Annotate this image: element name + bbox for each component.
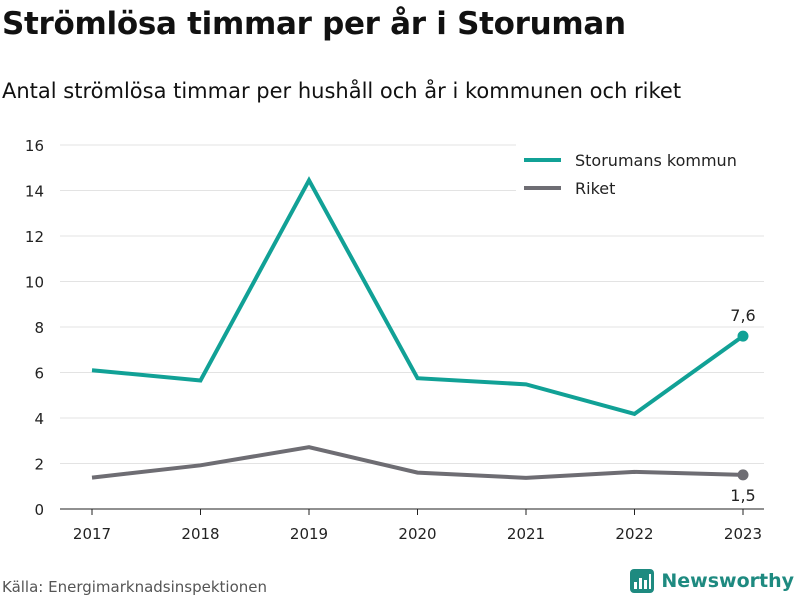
x-tick-label: 2022 — [615, 525, 653, 543]
series-line-1 — [91, 445, 744, 480]
x-tick-label: 2021 — [507, 525, 545, 543]
y-tick-label: 12 — [25, 228, 44, 246]
chart-subtitle: Antal strömlösa timmar per hushåll och å… — [2, 79, 682, 103]
newsworthy-logo-icon — [630, 569, 655, 593]
x-tick-label: 2018 — [181, 525, 219, 543]
x-tick-label: 2023 — [724, 525, 762, 543]
brand-name: Newsworthy — [661, 570, 794, 592]
legend-background — [516, 140, 766, 200]
legend-label: Riket — [575, 179, 615, 198]
end-labels: 7,6 1,5 — [730, 306, 755, 505]
end-value-label: 1,5 — [730, 486, 755, 505]
series-end-point-0 — [737, 330, 749, 342]
series-end-point-1 — [737, 469, 749, 481]
x-tick-label: 2019 — [290, 525, 328, 543]
series-line-0 — [91, 176, 745, 417]
y-tick-label: 10 — [25, 274, 44, 292]
y-tick-label: 6 — [34, 365, 44, 383]
legend-label: Storumans kommun — [575, 151, 737, 170]
y-tick-label: 16 — [25, 137, 44, 155]
x-tick-label: 2020 — [398, 525, 436, 543]
y-tick-label: 4 — [34, 410, 44, 428]
end-value-label: 7,6 — [730, 306, 755, 325]
y-axis: 0 2 4 6 8 10 12 14 16 — [25, 137, 44, 519]
series-lines — [91, 176, 749, 481]
legend: Storumans kommun Riket — [516, 140, 766, 200]
y-tick-label: 8 — [34, 319, 44, 337]
x-axis: 2017 2018 2019 2020 2021 2022 2023 — [60, 508, 764, 543]
y-tick-label: 14 — [25, 183, 44, 201]
chart-title: Strömlösa timmar per år i Storuman — [2, 6, 626, 42]
brand: Newsworthy — [629, 568, 794, 594]
source-note: Källa: Energimarknadsinspektionen — [2, 578, 268, 596]
y-tick-label: 2 — [34, 456, 44, 474]
y-tick-label: 0 — [34, 501, 44, 519]
x-tick-label: 2017 — [73, 525, 111, 543]
